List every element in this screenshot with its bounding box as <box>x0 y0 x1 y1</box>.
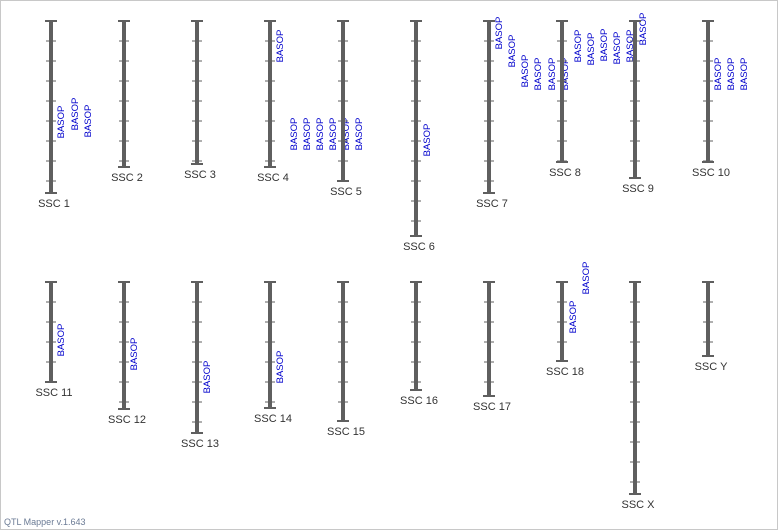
qtl-label[interactable]: BASOP <box>56 324 67 357</box>
chromosome-label: SSC 3 <box>184 169 216 181</box>
chromosome-label: SSC 7 <box>476 198 508 210</box>
chromosome-bar <box>341 282 345 421</box>
chromosome-ssc-6: SSC 6 BASOP <box>403 20 435 253</box>
chromosome-ssc-16: SSC 16 <box>400 281 438 407</box>
chromosome-label: SSC 2 <box>111 172 143 184</box>
qtl-label[interactable]: BASOP <box>638 13 649 46</box>
chromosome-label: SSC 1 <box>38 198 70 210</box>
qtl-label[interactable]: BASOP <box>302 118 313 151</box>
chromosome-ssc-y: SSC Y <box>695 281 728 373</box>
chromosome-bar <box>268 21 272 167</box>
qtl-label[interactable]: BASOP <box>726 58 737 91</box>
chromosome-bar <box>122 21 126 167</box>
qtl-label[interactable]: BASOP <box>275 351 286 384</box>
chromosome-ssc-x: SSC X <box>621 281 655 511</box>
chromosome-label: SSC 10 <box>692 167 730 179</box>
chromosome-bar <box>195 21 199 164</box>
chromosome-bar <box>195 282 199 433</box>
chromosome-bar <box>49 21 53 193</box>
qtl-label[interactable]: BASOP <box>341 118 352 151</box>
qtl-label[interactable]: BASOP <box>289 118 300 151</box>
qtl-label[interactable]: BASOP <box>520 55 531 88</box>
chromosome-bar <box>706 21 710 162</box>
qtl-label[interactable]: BASOP <box>560 58 571 91</box>
chromosome-bar <box>122 282 126 409</box>
qtl-label[interactable]: BASOP <box>625 30 636 63</box>
chromosome-bar <box>49 282 53 382</box>
chromosome-label: SSC 6 <box>403 241 435 253</box>
chromosome-ssc-14: SSC 14 BASOP <box>254 281 292 425</box>
chromosome-label: SSC 9 <box>622 183 654 195</box>
qtl-label[interactable]: BASOP <box>739 58 750 91</box>
qtl-label[interactable]: BASOP <box>599 29 610 62</box>
qtl-label[interactable]: BASOP <box>328 118 339 151</box>
chromosome-label: SSC Y <box>695 361 728 373</box>
qtl-label[interactable]: BASOP <box>315 118 326 151</box>
chromosome-bar <box>487 282 491 396</box>
qtl-label[interactable]: BASOP <box>354 118 365 151</box>
chromosome-bar <box>268 282 272 408</box>
chromosome-ssc-3: SSC 3 <box>184 20 216 181</box>
qtl-label[interactable]: BASOP <box>129 338 140 371</box>
qtl-label[interactable]: BASOP <box>83 105 94 138</box>
chromosome-ssc-13: SSC 13 BASOP <box>181 281 219 450</box>
qtl-label[interactable]: BASOP <box>422 124 433 157</box>
chromosome-label: SSC 17 <box>473 401 511 413</box>
qtl-label[interactable]: BASOP <box>586 33 597 66</box>
qtl-label[interactable]: BASOP <box>494 17 505 50</box>
chromosome-ssc-9: SSC 9 <box>622 20 654 195</box>
chromosome-ssc-2: SSC 2 <box>111 20 143 184</box>
qtl-label[interactable]: BASOP <box>547 58 558 91</box>
qtl-label[interactable]: BASOP <box>507 35 518 68</box>
chromosome-label: SSC 16 <box>400 395 438 407</box>
app-version-footer: QTL Mapper v.1.643 <box>4 517 86 527</box>
qtl-label[interactable]: BASOP <box>70 98 81 131</box>
chromosome-bar <box>706 282 710 356</box>
chromosome-ssc-17: SSC 17 <box>473 281 511 413</box>
chromosome-label: SSC 8 <box>549 167 581 179</box>
chromosome-label: SSC 4 <box>257 172 289 184</box>
chromosome-ssc-11: SSC 11 BASOP <box>35 281 73 399</box>
chromosome-ssc-15: SSC 15 <box>327 281 365 438</box>
chromosome-bar <box>487 21 491 193</box>
qtl-label[interactable]: BASOP <box>573 30 584 63</box>
chromosome-label: SSC 11 <box>35 387 72 399</box>
chromosome-label: SSC 13 <box>181 438 219 450</box>
chromosome-label: SSC 15 <box>327 426 365 438</box>
chromosome-bar <box>414 21 418 236</box>
qtl-label[interactable]: BASOP <box>568 301 579 334</box>
qtl-label[interactable]: BASOP <box>275 30 286 63</box>
qtl-label[interactable]: BASOP <box>713 58 724 91</box>
chromosome-bar <box>414 282 418 390</box>
chromosome-bar <box>633 282 637 494</box>
qtl-label[interactable]: BASOP <box>56 106 67 139</box>
chromosome-label: SSC 12 <box>108 414 146 426</box>
qtl-label[interactable]: BASOP <box>533 58 544 91</box>
chromosome-label: SSC 14 <box>254 413 292 425</box>
chromosome-label: SSC 18 <box>546 366 584 378</box>
chromosome-ssc-12: SSC 12 BASOP <box>108 281 146 426</box>
chromosome-label: SSC 5 <box>330 186 362 198</box>
chromosome-bar <box>560 21 564 162</box>
qtl-label[interactable]: BASOP <box>202 361 213 394</box>
chromosome-bar <box>633 21 637 178</box>
chromosome-label: SSC X <box>621 499 655 511</box>
qtl-label[interactable]: BASOP <box>581 262 592 295</box>
qtl-label[interactable]: BASOP <box>612 32 623 65</box>
chromosome-ssc-5: SSC 5 <box>330 20 362 198</box>
